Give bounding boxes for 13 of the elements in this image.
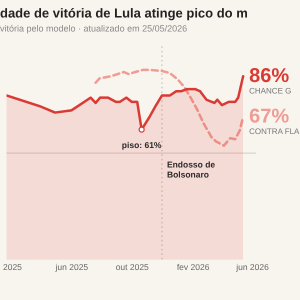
x-tick-label: jun 2026 xyxy=(235,262,270,272)
chart-title: dade de vitória de Lula atinge pico do m xyxy=(0,5,248,20)
chart-subtitle: vitória pelo modelo · atualizado em 25/05/2026 xyxy=(0,23,188,34)
x-tick-label: 2025 xyxy=(2,262,22,272)
x-tick-label: out 2025 xyxy=(116,262,150,272)
series-label: CONTRA FLA xyxy=(249,127,300,136)
annotation: piso: 61% xyxy=(122,140,162,150)
ref-line-label: Endosso de Bolsonaro xyxy=(166,160,216,180)
x-tick-label: jun 2025 xyxy=(54,262,88,272)
data-label: 67% xyxy=(249,105,290,128)
x-tick-label: fev 2026 xyxy=(176,262,210,272)
series-label: CHANCE G xyxy=(249,86,292,96)
data-label: 86% xyxy=(249,64,290,87)
